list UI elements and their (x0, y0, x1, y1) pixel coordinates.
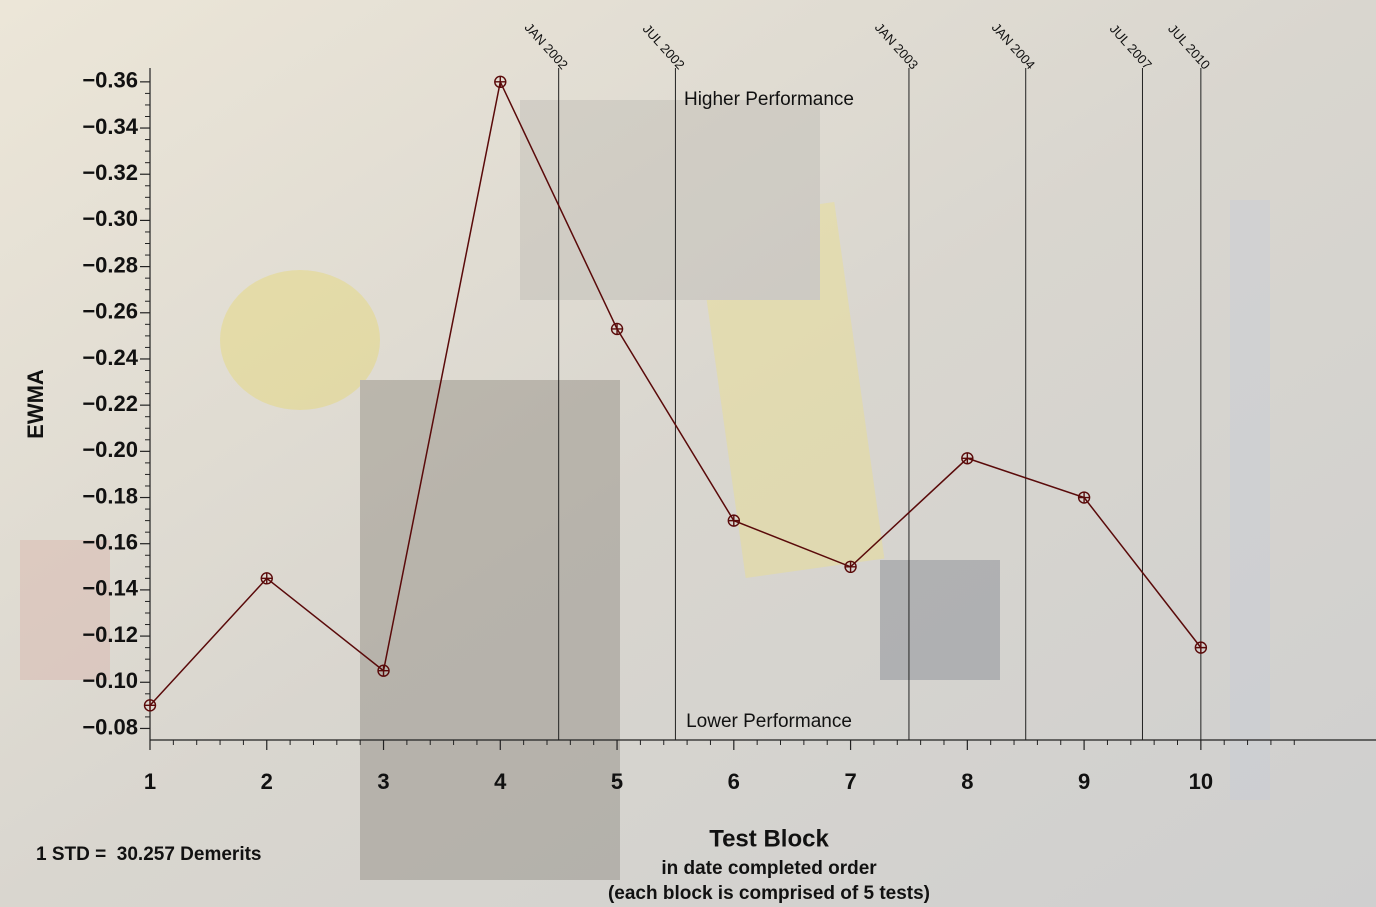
annotation: Higher Performance (684, 89, 854, 110)
y-tick-label: −0.34 (82, 114, 138, 139)
y-tick-label: −0.22 (82, 391, 138, 416)
marker-cross (1078, 492, 1090, 504)
y-tick-label: −0.32 (82, 160, 138, 185)
y-tick-label: −0.16 (82, 530, 138, 555)
data-point (377, 664, 390, 677)
y-tick-label: −0.24 (82, 345, 138, 370)
data-point (494, 75, 507, 89)
x-tick-label: 5 (611, 769, 623, 794)
x-tick-label: 1 (144, 769, 156, 794)
data-line (149, 79, 1202, 706)
y-tick-label: −0.12 (82, 622, 138, 647)
x-tick-label: 2 (261, 769, 273, 794)
x-tick-label: 4 (494, 769, 507, 794)
marker-cross (494, 76, 506, 88)
data-point (610, 322, 624, 336)
marker-cross (144, 699, 156, 711)
x-axis-title: Test Block (709, 825, 829, 852)
data-point (961, 452, 974, 465)
y-axis-title: EWMA (23, 369, 48, 439)
y-tick-label: −0.18 (82, 483, 138, 508)
background-photo (20, 100, 1270, 880)
x-axis-subtitle: in date completed order (661, 858, 877, 879)
x-tick-label: 9 (1078, 769, 1090, 794)
annotation: Lower Performance (686, 711, 852, 732)
y-tick-label: −0.08 (82, 714, 138, 739)
y-tick-label: −0.14 (82, 576, 138, 601)
x-tick-label: 3 (377, 769, 389, 794)
data-point (1194, 641, 1208, 654)
marker-cross (611, 323, 623, 335)
marker-cross (1195, 642, 1207, 654)
y-tick-label: −0.10 (82, 668, 138, 693)
data-point (260, 572, 273, 585)
data-point (844, 560, 857, 574)
data-point (1077, 491, 1091, 504)
y-tick-label: −0.28 (82, 252, 138, 277)
x-tick-label: 6 (728, 769, 740, 794)
marker-cross (728, 515, 740, 527)
y-tick-label: −0.26 (82, 299, 138, 324)
x-axis-subtitle: (each block is comprised of 5 tests) (608, 883, 930, 904)
y-tick-label: −0.20 (82, 437, 138, 462)
x-tick-label: 10 (1189, 769, 1213, 794)
marker-cross (378, 665, 390, 677)
y-tick-label: −0.36 (82, 68, 138, 93)
x-tick-label: 8 (961, 769, 973, 794)
x-tick-label: 7 (844, 769, 856, 794)
data-point (143, 699, 157, 712)
footnote: 1 STD = 30.257 Demerits (36, 844, 262, 865)
y-tick-label: −0.30 (82, 206, 138, 231)
marker-cross (845, 561, 857, 573)
data-point (727, 514, 741, 527)
marker-cross (261, 572, 273, 584)
marker-cross (961, 452, 973, 464)
